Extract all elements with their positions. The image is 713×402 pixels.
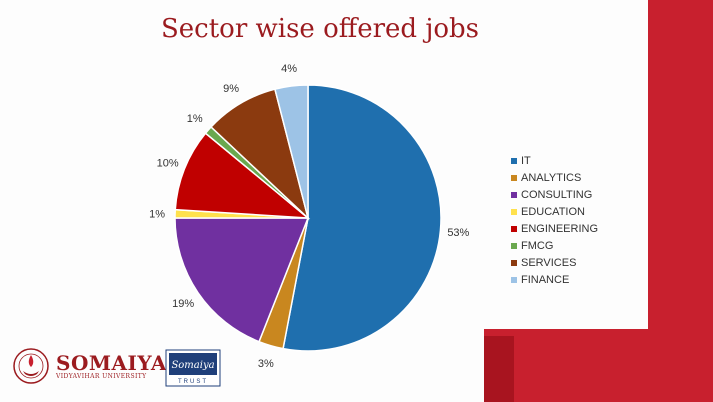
legend-label: SERVICES <box>521 256 577 269</box>
legend-item-fmcg: FMCG <box>511 237 598 254</box>
legend-item-services: SERVICES <box>511 254 598 271</box>
pie-slice-it <box>282 84 442 352</box>
legend-item-finance: FINANCE <box>511 271 598 288</box>
legend-swatch <box>511 225 517 232</box>
data-label-fmcg: 1% <box>187 113 203 125</box>
legend-swatch <box>511 208 517 215</box>
data-label-services: 9% <box>223 83 239 95</box>
data-label-finance: 4% <box>281 63 297 75</box>
data-label-engineering: 10% <box>157 157 179 169</box>
legend-swatch <box>511 157 517 164</box>
pie-slice-finance <box>274 84 309 219</box>
chart-title: Sector wise offered jobs <box>160 14 480 44</box>
legend-label: FINANCE <box>521 273 570 286</box>
logo-subtitle: VIDYAVIHAR UNIVERSITY <box>56 372 147 380</box>
legend-label: EDUCATION <box>521 205 585 218</box>
legend-swatch <box>511 276 517 283</box>
red-frame-inner-shade <box>484 336 514 402</box>
legend-swatch <box>511 242 517 249</box>
legend-item-consulting: CONSULTING <box>511 186 598 203</box>
legend-label: IT <box>521 154 531 167</box>
data-label-consulting: 19% <box>172 298 194 310</box>
legend-swatch <box>511 174 517 181</box>
data-label-education: 1% <box>149 208 165 220</box>
legend-label: ENGINEERING <box>521 222 599 235</box>
seal-icon <box>12 347 50 385</box>
legend-swatch <box>511 259 517 266</box>
legend-label: CONSULTING <box>521 188 593 201</box>
legend-item-education: EDUCATION <box>511 203 598 220</box>
chart-legend: IT ANALYTICS CONSULTING EDUCATION ENGINEERIN… <box>511 152 598 288</box>
red-frame-bottom <box>484 329 713 402</box>
trust-logo-sub: TRUST <box>178 379 208 385</box>
legend-item-engineering: ENGINEERING <box>511 220 598 237</box>
trust-logo: Somaiya TRUST <box>165 349 221 387</box>
legend-item-analytics: ANALYTICS <box>511 169 598 186</box>
pie-slice-engineering <box>174 132 311 219</box>
legend-label: FMCG <box>521 239 554 252</box>
logo-name: SOMAIYA <box>56 350 167 375</box>
data-label-analytics: 3% <box>258 358 274 370</box>
legend-swatch <box>511 191 517 198</box>
trust-logo-mark: Somaiya <box>171 360 214 371</box>
legend-item-it: IT <box>511 152 598 169</box>
legend-label: ANALYTICS <box>521 171 582 184</box>
data-label-it: 53% <box>447 227 469 239</box>
pie-slice-consulting <box>174 217 310 343</box>
somaiya-logo: SOMAIYA VIDYAVIHAR UNIVERSITY <box>12 347 167 385</box>
